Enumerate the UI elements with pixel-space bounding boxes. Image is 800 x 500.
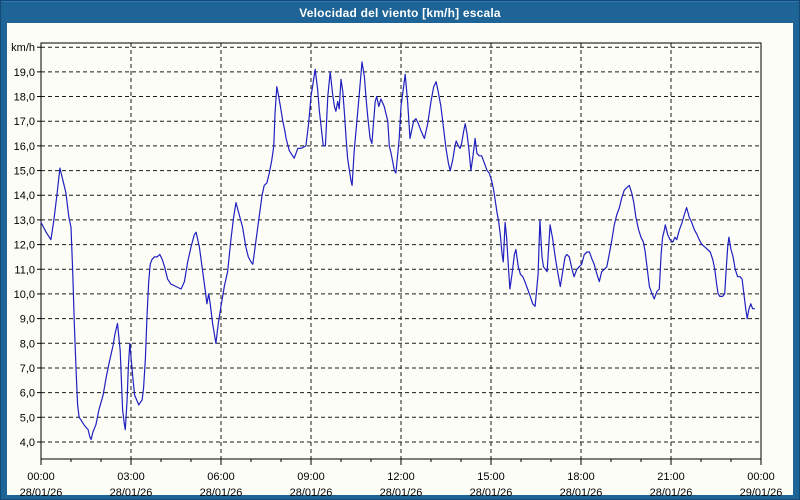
svg-text:km/h: km/h (11, 42, 35, 54)
y-axis-labels: km/h 19,0 18,0 17,0 16,0 15,0 14,0 13,0 12,0 11,0… (11, 42, 35, 449)
svg-text:7,0: 7,0 (20, 363, 35, 375)
svg-text:17,0: 17,0 (14, 116, 35, 128)
svg-text:28/01/26: 28/01/26 (650, 487, 693, 499)
svg-text:28/01/26: 28/01/26 (290, 487, 333, 499)
svg-text:6,0: 6,0 (20, 388, 35, 400)
svg-text:13,0: 13,0 (14, 215, 35, 227)
svg-text:03:00: 03:00 (117, 471, 145, 483)
chart-title: Velocidad del viento [km/h] escala (299, 5, 501, 20)
svg-text:9,0: 9,0 (20, 314, 35, 326)
window-frame-bottom (1, 495, 799, 499)
x-axis-labels: 00:00 28/01/26 03:00 28/01/26 06:00 28/01/26 0… (20, 471, 783, 499)
svg-text:12,0: 12,0 (14, 240, 35, 252)
svg-text:28/01/26: 28/01/26 (200, 487, 243, 499)
svg-text:21:00: 21:00 (657, 471, 685, 483)
svg-text:10,0: 10,0 (14, 289, 35, 301)
svg-text:15,0: 15,0 (14, 166, 35, 178)
svg-text:5,0: 5,0 (20, 412, 35, 424)
svg-text:18:00: 18:00 (567, 471, 595, 483)
svg-text:28/01/26: 28/01/26 (110, 487, 153, 499)
axis-ticks (37, 46, 762, 465)
svg-text:14,0: 14,0 (14, 190, 35, 202)
svg-text:06:00: 06:00 (207, 471, 235, 483)
svg-text:00:00: 00:00 (27, 471, 55, 483)
svg-text:28/01/26: 28/01/26 (380, 487, 423, 499)
svg-text:8,0: 8,0 (20, 338, 35, 350)
svg-text:15:00: 15:00 (477, 471, 505, 483)
svg-text:4,0: 4,0 (20, 437, 35, 449)
svg-text:09:00: 09:00 (297, 471, 325, 483)
window-frame-right (793, 23, 799, 499)
svg-text:28/01/26: 28/01/26 (470, 487, 513, 499)
svg-text:28/01/26: 28/01/26 (560, 487, 603, 499)
window-frame-left (1, 23, 7, 499)
svg-text:29/01/26: 29/01/26 (740, 487, 783, 499)
svg-text:12:00: 12:00 (387, 471, 415, 483)
svg-text:28/01/26: 28/01/26 (20, 487, 63, 499)
svg-text:11,0: 11,0 (14, 264, 35, 276)
svg-text:16,0: 16,0 (14, 141, 35, 153)
wind-speed-line (40, 61, 756, 441)
svg-text:18,0: 18,0 (14, 92, 35, 104)
svg-text:00:00: 00:00 (747, 471, 775, 483)
gridlines (41, 43, 761, 459)
title-bar: Velocidad del viento [km/h] escala (1, 1, 799, 23)
svg-text:19,0: 19,0 (14, 67, 35, 79)
